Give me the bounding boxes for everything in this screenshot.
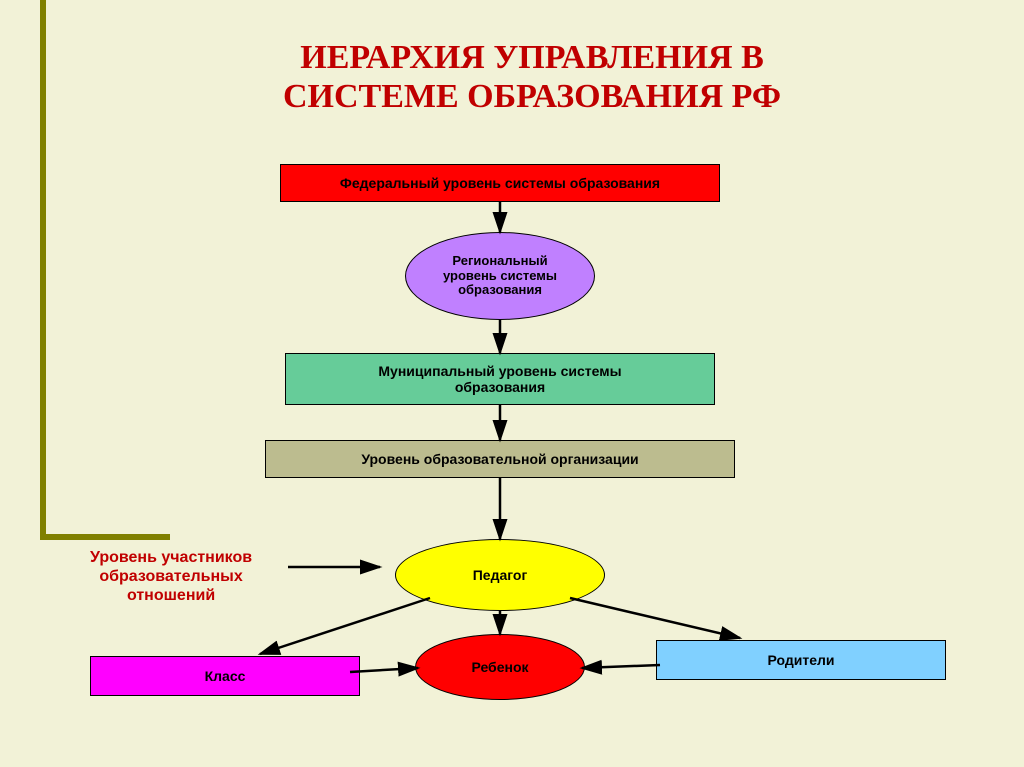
side-note: Уровень участников образовательных отнош… xyxy=(90,548,252,606)
node-regional: Региональный уровень системы образования xyxy=(405,232,595,320)
node-municipal-label: Муниципальный уровень системы образовани… xyxy=(378,363,621,395)
node-child-label: Ребенок xyxy=(471,659,528,675)
node-teacher: Педагог xyxy=(395,539,605,611)
node-class-label: Класс xyxy=(205,668,246,684)
decor-vertical-bar xyxy=(40,0,46,540)
slide-title: ИЕРАРХИЯ УПРАВЛЕНИЯ В СИСТЕМЕ ОБРАЗОВАНИ… xyxy=(100,38,964,116)
decor-horizontal-bar xyxy=(40,534,170,540)
node-org: Уровень образовательной организации xyxy=(265,440,735,478)
node-class: Класс xyxy=(90,656,360,696)
title-line1: ИЕРАРХИЯ УПРАВЛЕНИЯ В xyxy=(100,38,964,77)
node-org-label: Уровень образовательной организации xyxy=(361,451,638,467)
node-teacher-label: Педагог xyxy=(473,567,528,583)
node-child: Ребенок xyxy=(415,634,585,700)
node-parents: Родители xyxy=(656,640,946,680)
node-parents-label: Родители xyxy=(768,652,835,668)
title-line2: СИСТЕМЕ ОБРАЗОВАНИЯ РФ xyxy=(100,77,964,116)
node-regional-label: Региональный уровень системы образования xyxy=(443,254,557,299)
node-municipal: Муниципальный уровень системы образовани… xyxy=(285,353,715,405)
node-federal-label: Федеральный уровень системы образования xyxy=(340,175,660,191)
node-federal: Федеральный уровень системы образования xyxy=(280,164,720,202)
